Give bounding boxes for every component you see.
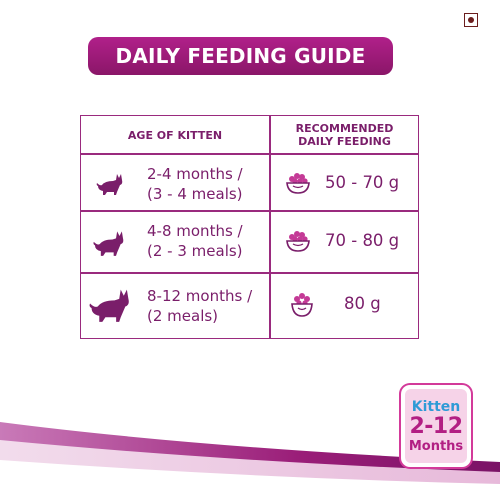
table-row: 2-4 months / (3 - 4 meals): [147, 164, 243, 204]
feeding-amount: 80 g: [344, 294, 381, 313]
meal-count: (3 - 4 meals): [147, 185, 243, 203]
badge-kitten-label: Kitten: [411, 398, 461, 415]
cat-silhouette-icon: [96, 174, 123, 195]
feeding-amount: 50 - 70 g: [325, 173, 400, 192]
meal-count: (2 - 3 meals): [147, 242, 243, 260]
table-divider-header: [81, 153, 418, 155]
feeding-table: AGE OF KITTEN RECOMMENDED DAILY FEEDING …: [80, 115, 419, 339]
table-divider-row2: [81, 272, 418, 274]
table-divider-vertical: [269, 116, 271, 338]
decorative-swoosh: [0, 422, 500, 500]
food-bowl-icon: [286, 231, 310, 252]
meal-count: (2 meals): [147, 307, 219, 325]
age-range: 4-8 months /: [147, 222, 243, 240]
kitten-age-badge: Kitten 2-12 Months: [401, 385, 471, 467]
veg-mark-icon: [464, 13, 478, 27]
header-age: AGE OF KITTEN: [127, 129, 223, 142]
header-feeding-line2: DAILY FEEDING: [298, 135, 391, 148]
table-row: 8-12 months / (2 meals): [147, 286, 252, 326]
badge-months-label: Months: [408, 438, 464, 454]
header-feeding: RECOMMENDED DAILY FEEDING: [271, 122, 418, 148]
cat-silhouette-icon: [89, 289, 129, 322]
table-row: 4-8 months / (2 - 3 meals): [147, 221, 243, 261]
age-range: 8-12 months /: [147, 287, 253, 305]
food-bowl-icon: [291, 293, 313, 317]
cat-silhouette-icon: [93, 231, 124, 256]
food-bowl-icon: [286, 173, 310, 194]
age-range: 2-4 months /: [147, 165, 243, 183]
feeding-amount: 70 - 80 g: [325, 231, 400, 250]
table-divider-row1: [81, 210, 418, 212]
badge-age-range: 2-12: [409, 413, 463, 439]
header-feeding-line1: RECOMMENDED: [295, 122, 394, 135]
page-title: DAILY FEEDING GUIDE: [88, 37, 393, 75]
